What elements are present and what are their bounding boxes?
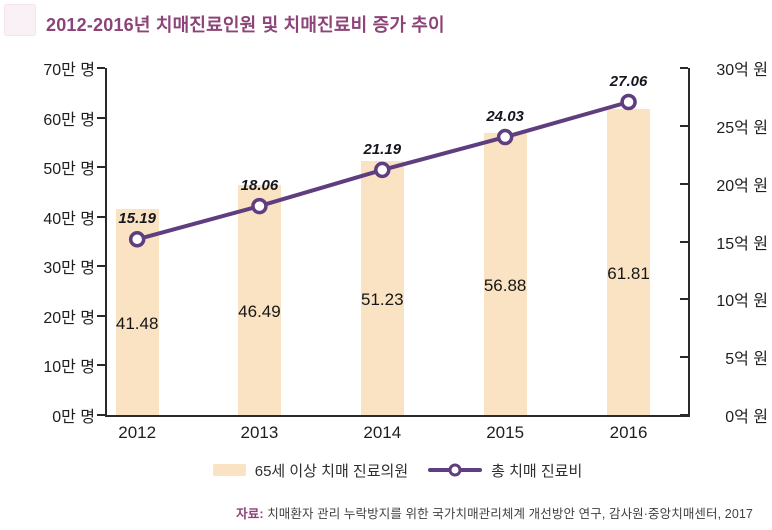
bar-value-label: 41.48 bbox=[115, 314, 159, 334]
legend-item-bar: 65세 이상 치매 진료의원 bbox=[212, 460, 409, 481]
line-marker-icon bbox=[620, 93, 637, 111]
source-prefix: 자료: bbox=[236, 507, 268, 521]
y-tick-label-left: 0만 명 bbox=[52, 409, 95, 426]
line-value-label: 24.03 bbox=[486, 108, 524, 126]
bar bbox=[607, 108, 651, 415]
bar-series-label: 65세 이상 치매 진료의원 bbox=[254, 462, 409, 480]
line-value-label: 21.19 bbox=[363, 140, 402, 158]
x-tick-label: 2013 bbox=[240, 423, 279, 442]
source-note: 자료: 치매환자 관리 누락방지를 위한 국가치매관리체계 개선방안 연구, 감… bbox=[236, 503, 753, 522]
line-marker-icon bbox=[496, 128, 514, 146]
x-axis bbox=[105, 415, 690, 417]
line-series-label: 총 치매 진료비 bbox=[491, 462, 583, 480]
y-tick-label-right: 0억 원 bbox=[725, 409, 768, 426]
y-axis-left-tick bbox=[97, 67, 105, 69]
y-axis-right-tick bbox=[680, 298, 688, 301]
y-axis-left-tick bbox=[97, 166, 105, 169]
line-value-label: 27.06 bbox=[609, 73, 648, 90]
y-tick-label-right: 20억 원 bbox=[716, 177, 768, 195]
bar bbox=[360, 161, 404, 415]
y-axis-left-tick bbox=[97, 314, 105, 317]
y-tick-label-left: 60만 명 bbox=[43, 111, 95, 129]
y-tick-label-left: 50만 명 bbox=[43, 161, 95, 179]
y-tick-label-left: 30만 명 bbox=[43, 260, 95, 278]
line-marker-icon bbox=[128, 231, 146, 248]
y-tick-label-right: 10억 원 bbox=[716, 293, 768, 311]
y-axis-right-tick bbox=[680, 67, 688, 69]
line-marker-icon bbox=[374, 161, 391, 179]
x-tick-label: 2012 bbox=[118, 423, 157, 442]
x-tick-label: 2016 bbox=[609, 423, 648, 442]
bar bbox=[237, 184, 281, 415]
y-axis-right-tick bbox=[680, 240, 688, 243]
y-axis-right bbox=[688, 68, 690, 415]
y-axis-left bbox=[105, 68, 107, 415]
y-axis-left-tick bbox=[97, 414, 105, 416]
bar-value-label: 61.81 bbox=[607, 263, 650, 283]
x-tick-label: 2014 bbox=[363, 423, 402, 442]
y-axis-left-tick bbox=[97, 215, 105, 218]
bar bbox=[483, 133, 527, 415]
y-tick-label-left: 10만 명 bbox=[43, 359, 95, 377]
bar-value-label: 56.88 bbox=[483, 276, 527, 296]
source-text: 치매환자 관리 누락방지를 위한 국가치매관리체계 개선방안 연구, 감사원·중… bbox=[267, 507, 753, 521]
line-marker-icon bbox=[251, 197, 268, 215]
line-series-swatch bbox=[428, 462, 483, 478]
y-axis-left-tick bbox=[97, 116, 105, 119]
bar-value-label: 51.23 bbox=[361, 290, 404, 310]
page-title: 2012-2016년 치매진료인원 및 치매진료비 증가 추이 bbox=[46, 15, 445, 35]
y-axis-right-tick bbox=[680, 124, 688, 127]
bar-series-swatch bbox=[212, 464, 246, 476]
line-value-label: 15.19 bbox=[118, 210, 156, 228]
bar-value-label: 46.49 bbox=[238, 301, 281, 321]
y-axis-left-tick bbox=[97, 265, 105, 268]
y-axis-right-tick bbox=[680, 414, 688, 416]
y-tick-label-left: 70만 명 bbox=[43, 62, 95, 79]
legend: 65세 이상 치매 진료의원 총 치매 진료비 bbox=[105, 456, 690, 484]
y-tick-label-right: 15억 원 bbox=[716, 235, 768, 253]
y-tick-label-right: 30억 원 bbox=[716, 62, 768, 79]
y-axis-right-tick bbox=[680, 182, 688, 185]
y-axis-left-tick bbox=[97, 364, 105, 367]
legend-item-line: 총 치매 진료비 bbox=[428, 460, 582, 481]
y-tick-label-left: 40만 명 bbox=[43, 210, 95, 228]
y-tick-label-right: 5억 원 bbox=[725, 351, 768, 369]
trend-line-layer bbox=[128, 93, 637, 248]
y-tick-label-right: 25억 원 bbox=[716, 119, 768, 137]
x-tick-label: 2015 bbox=[486, 423, 525, 442]
y-tick-label-left: 20만 명 bbox=[43, 309, 95, 327]
line-value-label: 18.06 bbox=[240, 177, 279, 195]
line-swatch-marker-icon bbox=[448, 463, 462, 477]
title-accent-square bbox=[4, 4, 36, 36]
y-axis-right-tick bbox=[680, 356, 688, 359]
